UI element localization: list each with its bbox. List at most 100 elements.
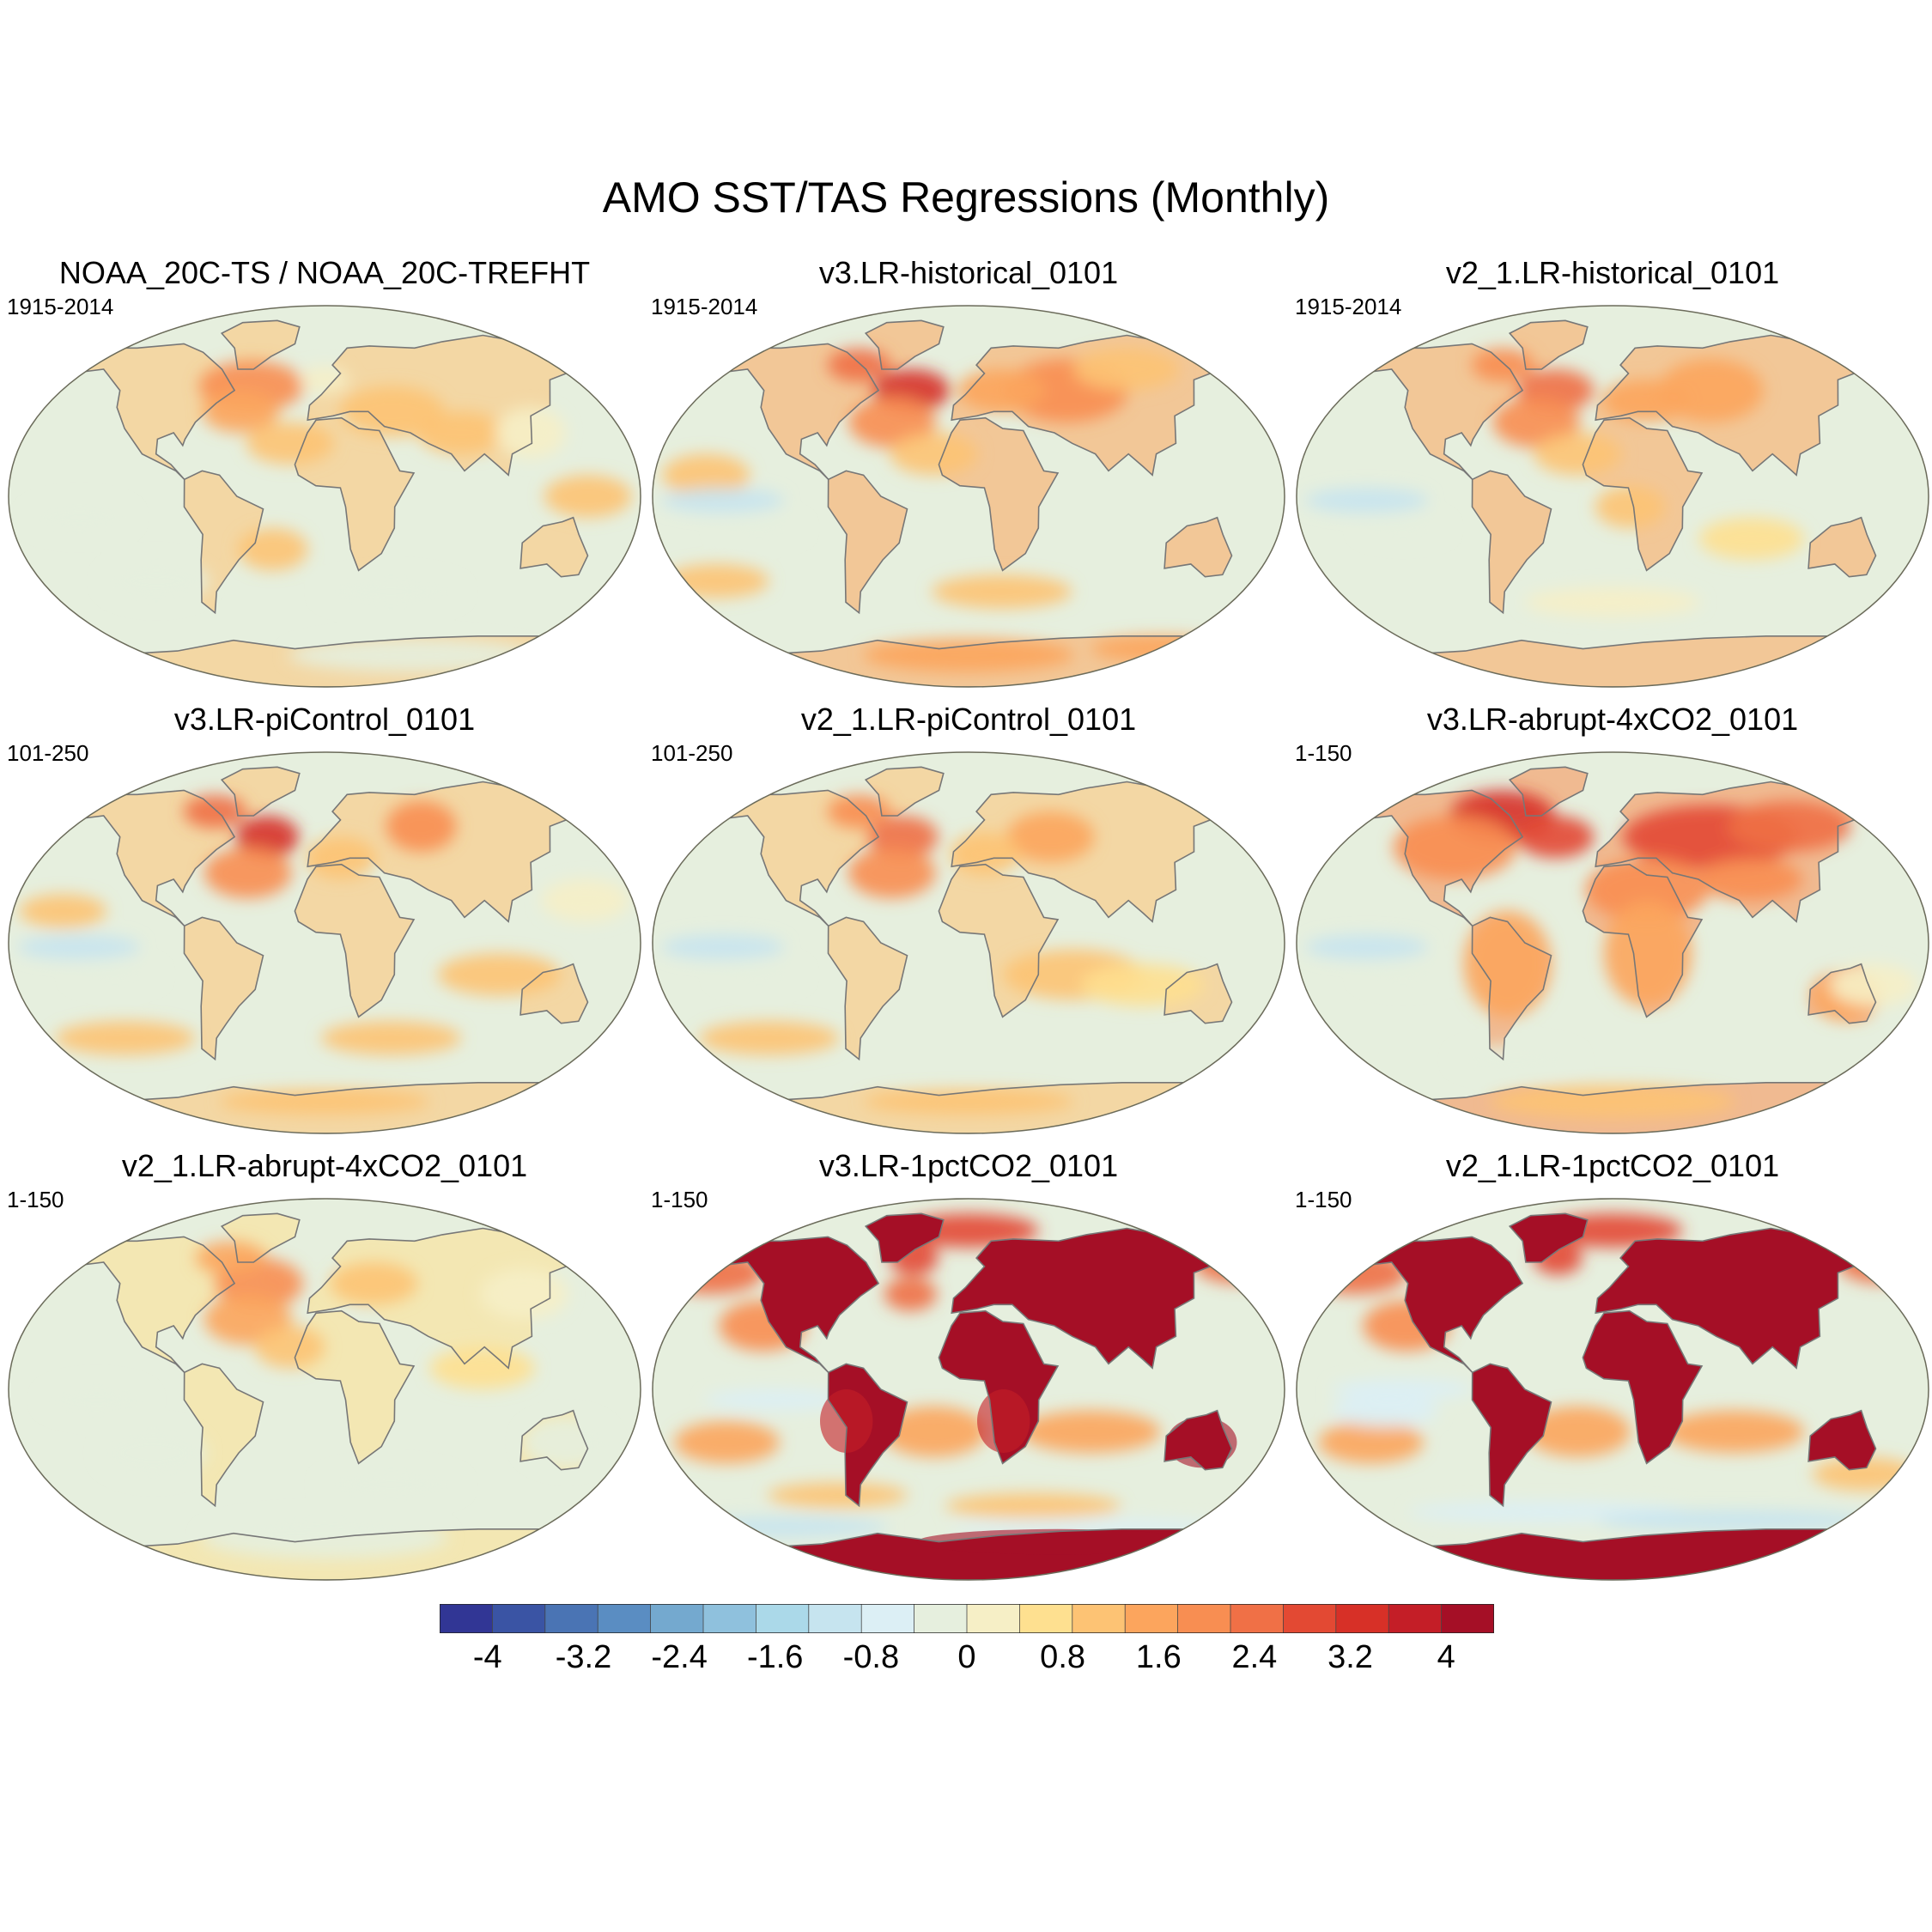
anomaly-region <box>931 574 1072 609</box>
colorbar-bin <box>492 1604 546 1633</box>
anomaly-region <box>1019 1410 1161 1453</box>
anomaly-region <box>1006 811 1095 863</box>
coastline-northAmerica <box>713 789 880 927</box>
warm-land-greenland <box>1510 1213 1588 1262</box>
anomaly-region <box>674 1421 780 1464</box>
coastline-southAmerica <box>827 916 908 1061</box>
panel-title: v2_1.LR-piControl_0101 <box>800 702 1137 737</box>
map-frame <box>8 1198 641 1581</box>
anomaly-region <box>339 386 445 437</box>
colorbar-labels: -4 -3.2 -2.4 -1.6 -0.8 0 0.8 1.6 2.4 3.2 4 <box>440 1638 1494 1676</box>
landmass-northAmerica <box>714 790 879 927</box>
landmass-australia <box>1164 517 1232 577</box>
land-anomaly-region <box>916 1528 1199 1555</box>
coastline-africa <box>294 1309 416 1465</box>
anomaly-region <box>1525 1406 1631 1457</box>
landmass-australia <box>1808 517 1876 577</box>
landmass-australia <box>520 517 588 577</box>
anomaly-region <box>867 816 939 859</box>
panel-title: v3.LR-1pctCO2_0101 <box>818 1148 1119 1183</box>
landmass-southAmerica <box>184 917 264 1060</box>
coastline-southAmerica <box>1471 1363 1552 1508</box>
anomaly-region <box>1359 515 1448 541</box>
panel-period: 1915-2014 <box>1295 294 1402 319</box>
panel-title: NOAA_20C-TS / NOAA_20C-TREFHT <box>58 255 591 290</box>
anomaly-region <box>661 488 785 513</box>
coastline-africa <box>938 1309 1060 1465</box>
coastline-southAmerica <box>183 470 264 615</box>
panel-period: 1915-2014 <box>7 294 114 319</box>
coastline-australia <box>1163 963 1233 1024</box>
anomaly-region <box>1305 934 1429 960</box>
colorbar-bin <box>598 1604 652 1633</box>
coastline-greenland <box>864 766 945 817</box>
anomaly-region <box>890 433 978 476</box>
colorbar-tick-label: -4 <box>472 1639 502 1675</box>
warm-land-northAmerica <box>714 1236 879 1373</box>
landmass-southAmerica <box>1472 471 1552 613</box>
coastline-australia <box>519 1409 589 1471</box>
coastline-greenland <box>1508 766 1589 817</box>
map-frame <box>1296 305 1929 688</box>
warm-land-eurasia <box>1595 1228 1887 1369</box>
anomaly-region <box>1595 485 1666 528</box>
map-panel: v2_1.LR-historical_0101 1915-2014 <box>1295 256 1930 688</box>
warm-land-southAmerica <box>1472 1364 1552 1506</box>
map-frame <box>652 1198 1285 1581</box>
anomaly-region <box>201 1516 448 1559</box>
coastline-africa <box>294 416 416 572</box>
anomaly-region <box>522 1417 611 1468</box>
coastline-australia <box>1807 963 1877 1024</box>
anomaly-region <box>1463 911 1552 1018</box>
coastline-northAmerica <box>713 1236 880 1373</box>
anomaly-region <box>1603 900 1692 1006</box>
panel-period: 1915-2014 <box>651 294 758 319</box>
colorbar-tick-label: -0.8 <box>842 1639 900 1675</box>
map-panel: v2_1.LR-1pctCO2_0101 1-150 <box>1295 1149 1930 1581</box>
anomaly-region <box>1837 1241 1925 1284</box>
coastline-australia <box>1807 516 1877 578</box>
colorbar <box>440 1604 1494 1633</box>
anomaly-region <box>320 1021 462 1055</box>
anomaly-region <box>863 638 1074 672</box>
panel-period: 1-150 <box>1295 740 1352 766</box>
colorbar-tick-label: 0.8 <box>1040 1639 1086 1675</box>
map-frame <box>1296 1198 1929 1581</box>
anomaly-region <box>1454 1044 1578 1074</box>
coastline-australia <box>1163 516 1233 578</box>
coastline-southAmerica <box>1471 916 1552 1061</box>
anomaly-region <box>320 574 462 609</box>
coastline-southAmerica <box>1471 470 1552 615</box>
panel-period: 101-250 <box>7 740 89 766</box>
anomaly-region <box>1663 1410 1805 1453</box>
coastline-eurasia <box>951 1227 1245 1370</box>
landmass-southAmerica <box>828 471 908 613</box>
coastline-greenland <box>864 319 945 370</box>
coastline-australia <box>519 963 589 1024</box>
anomaly-region <box>237 528 308 571</box>
panel-title: v3.LR-piControl_0101 <box>173 702 476 737</box>
landmass-northAmerica <box>714 343 879 480</box>
colorbar-bin <box>861 1604 915 1633</box>
anomaly-region <box>863 1089 1074 1115</box>
anomaly-region <box>705 1389 847 1411</box>
coastline-antarctica <box>712 1082 1237 1133</box>
colorbar-bin <box>544 1604 598 1633</box>
anomaly-region <box>715 515 804 541</box>
colorbar-bin <box>1177 1604 1231 1633</box>
colorbar-bin <box>1388 1604 1443 1633</box>
world-map <box>8 1198 641 1581</box>
anomaly-region <box>19 894 107 928</box>
anomaly-region <box>202 390 280 433</box>
colorbar-bin <box>808 1604 862 1633</box>
map-panel: v3.LR-abrupt-4xCO2_0101 1-150 <box>1295 702 1930 1134</box>
anomaly-region <box>71 962 160 987</box>
map-panel: v3.LR-historical_0101 1915-2014 <box>651 256 1286 688</box>
colorbar-tick-label: 3.2 <box>1327 1639 1373 1675</box>
landmass-southAmerica <box>828 917 908 1060</box>
colorbar-bin <box>967 1604 1020 1633</box>
coastline-northAmerica <box>69 789 236 927</box>
coastline-africa <box>938 416 1060 572</box>
panel-period: 1-150 <box>7 1187 64 1212</box>
anomaly-region <box>103 560 210 603</box>
